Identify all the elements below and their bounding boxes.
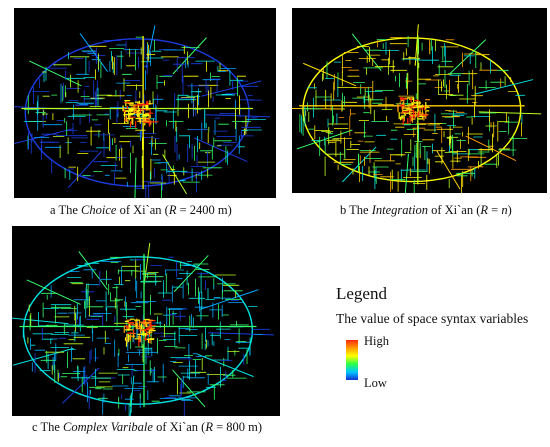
radial-road bbox=[449, 39, 486, 74]
radial-road bbox=[201, 80, 262, 97]
radial-road bbox=[205, 114, 271, 118]
ring-road bbox=[24, 38, 250, 187]
radial-road bbox=[194, 137, 248, 162]
radial-road bbox=[465, 135, 517, 161]
radial-road bbox=[172, 37, 207, 75]
legend-title: Legend bbox=[336, 284, 387, 303]
choice-map-network bbox=[14, 25, 271, 198]
radial-road bbox=[134, 157, 137, 198]
caption-integration: b The Integration of Xi`an (R = n) bbox=[340, 203, 512, 217]
integration-map-network bbox=[292, 24, 542, 193]
caption-complex-variable: c The Complex Varibale of Xi`an (R = 800… bbox=[32, 420, 263, 434]
radial-road bbox=[78, 251, 108, 290]
legend-color-ramp bbox=[346, 340, 358, 380]
legend-low-label: Low bbox=[364, 376, 387, 390]
complex-variable-map bbox=[12, 226, 280, 416]
integration-map bbox=[292, 8, 547, 193]
legend: Legend The value of space syntax variabl… bbox=[336, 280, 546, 400]
radial-road bbox=[29, 60, 82, 87]
radial-road bbox=[62, 367, 100, 404]
radial-road bbox=[208, 332, 274, 336]
radial-road bbox=[12, 348, 74, 366]
legend-subtitle: The value of space syntax variables bbox=[336, 311, 529, 326]
radial-road bbox=[12, 317, 69, 325]
radial-road bbox=[129, 375, 135, 416]
radial-road bbox=[79, 33, 108, 72]
radial-road bbox=[404, 153, 409, 193]
radial-road bbox=[68, 151, 102, 188]
radial-road bbox=[474, 79, 534, 95]
legend-high-label: High bbox=[364, 334, 389, 348]
complex-variable-map-network bbox=[12, 242, 274, 416]
choice-map bbox=[14, 8, 276, 198]
radial-road bbox=[197, 354, 254, 377]
radial-road bbox=[26, 279, 81, 305]
radial-road bbox=[303, 63, 356, 87]
radial-road bbox=[14, 128, 74, 145]
caption-choice: a The Choice of Xi`an (R = 2400 m) bbox=[50, 203, 232, 217]
radial-road bbox=[143, 242, 151, 286]
radial-road bbox=[352, 33, 382, 71]
radial-road bbox=[172, 369, 206, 408]
radial-road bbox=[436, 150, 461, 190]
